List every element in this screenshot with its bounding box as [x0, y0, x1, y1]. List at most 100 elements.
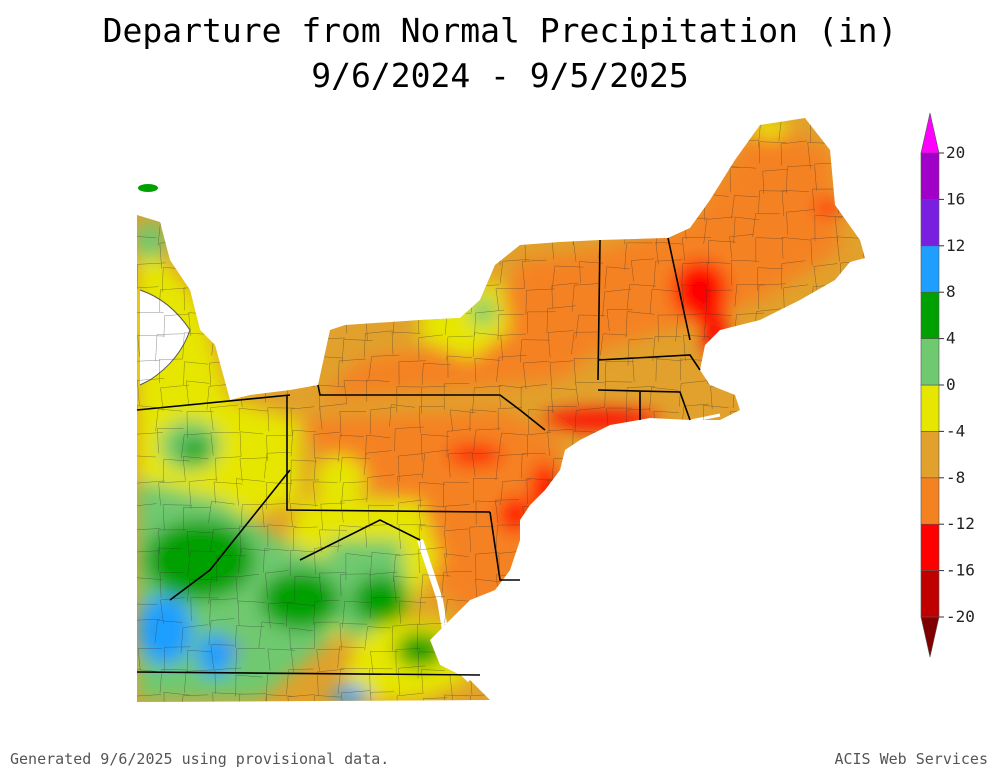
- legend-tick-label: -12: [946, 514, 975, 533]
- mi-island: [138, 184, 158, 192]
- county-line: [263, 548, 290, 573]
- county-line: [495, 288, 525, 311]
- county-line: [443, 383, 469, 410]
- county-line: [547, 330, 574, 358]
- county-line: [421, 697, 448, 702]
- county-line: [419, 595, 446, 625]
- legend-swatch: [920, 291, 940, 339]
- county-line: [368, 504, 395, 529]
- county-line: [416, 622, 443, 652]
- county-line: [475, 552, 499, 581]
- county-line: [235, 674, 263, 697]
- county-line: [626, 284, 656, 310]
- county-line: [159, 287, 186, 312]
- county-line: [341, 339, 373, 364]
- county-line: [521, 259, 547, 289]
- county-line: [420, 574, 451, 598]
- county-line: [314, 545, 342, 575]
- county-line: [234, 625, 265, 648]
- county-line: [703, 216, 734, 244]
- county-line: [551, 282, 579, 309]
- county-line: [632, 357, 660, 382]
- county-line: [752, 213, 780, 237]
- county-line: [265, 673, 293, 702]
- county-line: [316, 648, 341, 671]
- county-line: [472, 385, 503, 414]
- county-line: [624, 242, 653, 270]
- county-line: [780, 140, 807, 166]
- county-line: [208, 576, 236, 604]
- county-line: [364, 330, 394, 358]
- county-line: [703, 313, 732, 341]
- field-green-mi: [137, 220, 166, 260]
- county-line: [187, 578, 219, 602]
- county-line: [240, 504, 266, 528]
- county-line: [421, 363, 451, 386]
- county-line: [600, 333, 628, 356]
- county-line: [290, 459, 317, 486]
- county-line: [729, 166, 757, 193]
- county-line: [814, 214, 843, 242]
- county-line: [159, 571, 185, 599]
- field-dkgreen-3: [352, 575, 408, 625]
- county-line: [496, 355, 527, 382]
- legend-swatch: [920, 570, 940, 618]
- field-dkgreen-1: [145, 520, 255, 600]
- county-line: [548, 406, 577, 433]
- county-line: [627, 338, 653, 366]
- legend-swatch-max: [920, 112, 940, 154]
- county-line: [546, 305, 576, 333]
- field-orange-ne: [320, 120, 840, 400]
- county-line: [525, 288, 555, 315]
- county-line: [495, 524, 523, 552]
- county-line: [314, 621, 339, 649]
- legend-swatch: [920, 477, 940, 525]
- county-line: [345, 553, 372, 581]
- county-line: [520, 453, 546, 479]
- county-line: [498, 384, 523, 408]
- county-line: [337, 667, 369, 694]
- county-line: [706, 262, 731, 286]
- county-line: [419, 405, 445, 434]
- county-line: [392, 623, 419, 651]
- county-line: [154, 620, 183, 644]
- county-line: [162, 504, 192, 531]
- county-line: [652, 336, 681, 362]
- county-line: [625, 311, 655, 338]
- county-line: [160, 384, 190, 411]
- county-line: [236, 478, 266, 506]
- county-line: [184, 669, 215, 694]
- legend-swatch: [920, 199, 940, 247]
- county-line: [363, 450, 392, 476]
- county-line: [813, 263, 838, 290]
- county-line: [137, 405, 163, 430]
- county-line: [397, 453, 424, 482]
- county-line: [212, 692, 242, 702]
- county-line: [163, 692, 191, 702]
- county-line: [137, 550, 160, 579]
- water-features: [139, 289, 721, 683]
- legend-swatch: [920, 245, 940, 293]
- legend-swatch-min: [920, 616, 940, 658]
- county-line: [370, 552, 401, 577]
- county-line: [158, 481, 186, 506]
- county-line: [337, 646, 365, 669]
- county-line: [630, 258, 655, 282]
- county-line: [365, 524, 393, 548]
- county-line: [575, 382, 605, 407]
- county-line: [238, 407, 268, 431]
- legend-tick-label: 16: [946, 189, 965, 208]
- county-line: [339, 411, 367, 437]
- county-line: [137, 577, 163, 600]
- county-line: [238, 693, 267, 702]
- county-line: [443, 481, 469, 508]
- county-line: [369, 597, 401, 619]
- county-line: [208, 500, 235, 524]
- county-line: [364, 626, 391, 651]
- county-line: [290, 429, 317, 457]
- county-line: [441, 570, 473, 599]
- county-line: [733, 216, 760, 244]
- county-line: [239, 431, 264, 457]
- county-line: [267, 524, 297, 548]
- county-line: [734, 283, 765, 307]
